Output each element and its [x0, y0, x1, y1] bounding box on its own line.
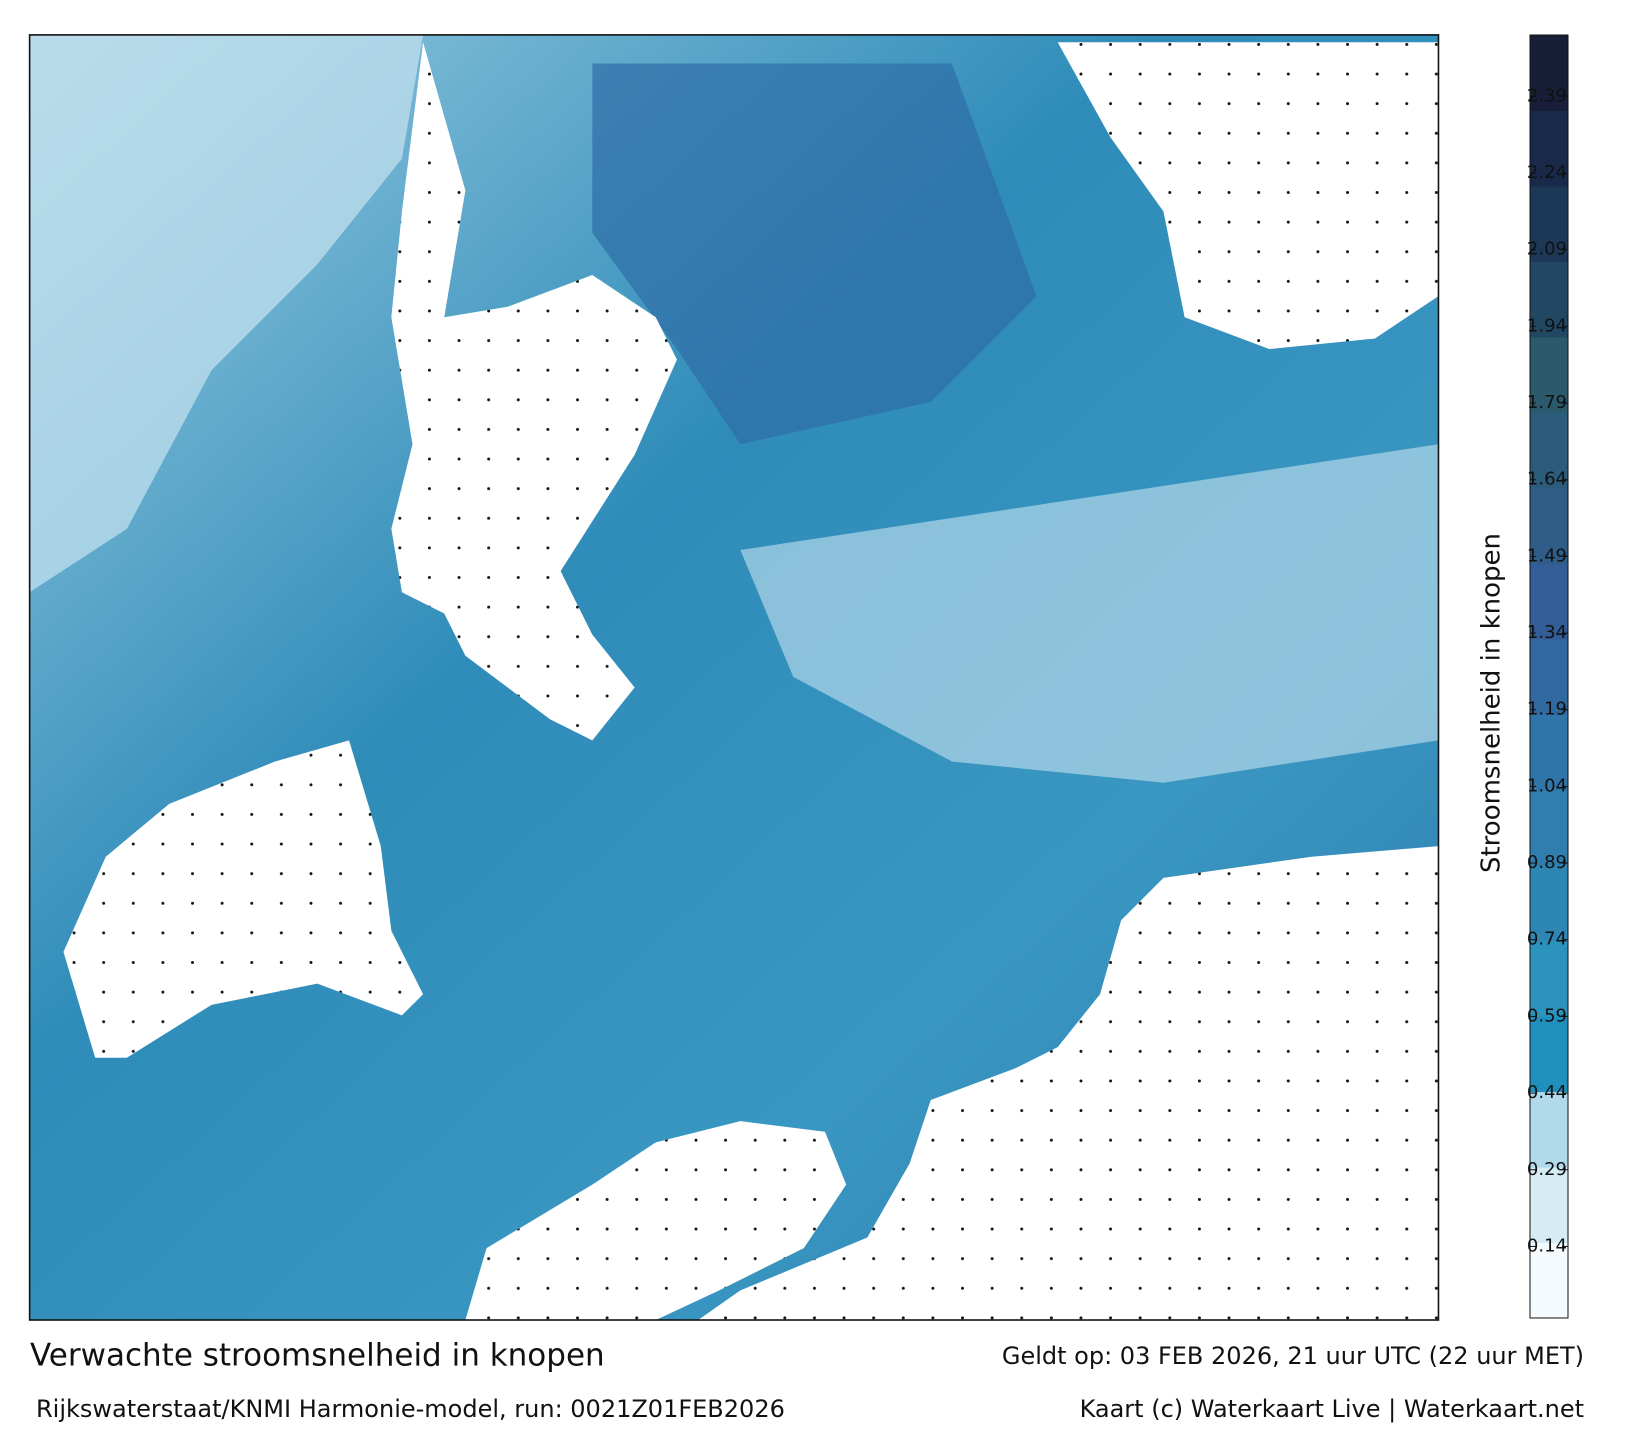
colorbar-frame — [1529, 34, 1569, 1319]
colorbar-band — [1530, 789, 1568, 866]
colorbar-band — [1530, 865, 1568, 942]
colorbar-tick-label: 1.34 — [1527, 622, 1567, 643]
colorbar-band — [1530, 336, 1568, 413]
colorbar-tick-label: 2.09 — [1527, 239, 1567, 260]
colorbar-tick-label: 0.14 — [1527, 1235, 1567, 1256]
colorbar-tick-label: 1.49 — [1527, 545, 1567, 566]
colorbar: 0.14 0.29 0.44 0.59 0.74 0.89 1.04 1.19 1.34 1.49… — [1527, 34, 1569, 1319]
sea-deep — [592, 63, 1037, 445]
colorbar-tick-label: 0.89 — [1527, 852, 1567, 873]
map-frame — [28, 34, 1440, 1321]
colorbar-band — [1530, 1016, 1568, 1093]
colorbar-tick-label: 2.24 — [1527, 162, 1567, 183]
colorbar-band — [1530, 638, 1568, 715]
colorbar-tick-label: 0.59 — [1527, 1005, 1567, 1026]
colorbar-tick-label: 1.79 — [1527, 392, 1567, 413]
credit: Kaart (c) Waterkaart Live | Waterkaart.n… — [1080, 1395, 1584, 1423]
colorbar-band — [1530, 1167, 1568, 1244]
colorbar-band — [1530, 110, 1568, 187]
title: Verwachte stroomsnelheid in knopen — [30, 1338, 605, 1374]
colorbar-tick-label: 2.39 — [1527, 85, 1567, 106]
colorbar-label: Stroomsnelheid in knopen — [1477, 533, 1507, 873]
valid-time: Geldt op: 03 FEB 2026, 21 uur UTC (22 uu… — [1002, 1342, 1584, 1370]
colorbar-tick-label: 0.74 — [1527, 929, 1567, 950]
land — [1057, 42, 1439, 350]
colorbar-tick-label: 1.94 — [1527, 315, 1567, 336]
land — [465, 1121, 847, 1321]
colorbar-tick-label: 1.19 — [1527, 699, 1567, 720]
map — [28, 34, 1440, 1321]
colorbar-band — [1530, 261, 1568, 338]
colorbar-band — [1530, 487, 1568, 564]
land — [698, 846, 1439, 1321]
colorbar-band — [1530, 185, 1568, 262]
colorbar-band — [1530, 563, 1568, 640]
colorbar-band — [1530, 940, 1568, 1017]
colorbar-band — [1530, 35, 1568, 111]
colorbar-tick-label: 0.29 — [1527, 1159, 1567, 1180]
sea-shallow — [29, 34, 424, 593]
colorbar-band — [1530, 1091, 1568, 1168]
colorbar-band — [1530, 714, 1568, 791]
subtitle: Rijkswaterstaat/KNMI Harmonie-model, run… — [36, 1395, 785, 1423]
colorbar-band — [1530, 412, 1568, 489]
land — [63, 740, 424, 1058]
land — [391, 42, 677, 741]
colorbar-tick-label: 1.64 — [1527, 469, 1567, 490]
colorbar-tick-label: 0.44 — [1527, 1082, 1567, 1103]
colorbar-tick-label: 1.04 — [1527, 775, 1567, 796]
colorbar-band — [1530, 1242, 1568, 1319]
sea-shallow — [740, 444, 1439, 783]
